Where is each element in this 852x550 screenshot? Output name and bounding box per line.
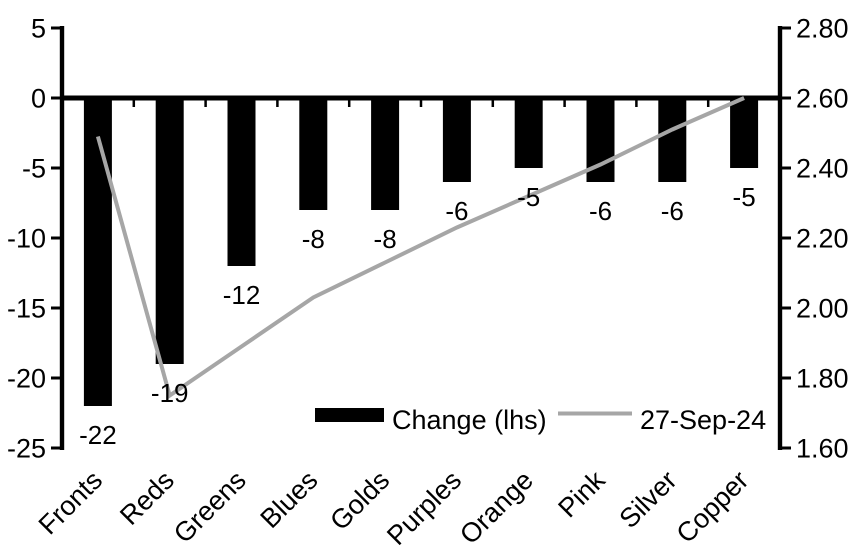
bar-data-label: -12 (223, 280, 261, 310)
right-axis-tick (780, 446, 791, 450)
left-axis-tick (51, 26, 62, 30)
category-label: Fronts (33, 465, 108, 540)
left-tick-label: -10 (7, 224, 46, 254)
x-axis-tick (419, 98, 423, 107)
bar-data-label: -5 (733, 182, 756, 212)
category-label: Orange (454, 465, 539, 550)
left-axis-tick (51, 236, 62, 240)
right-axis-tick (780, 26, 791, 30)
left-tick-label: -15 (7, 294, 46, 324)
category-label: Blues (255, 465, 324, 534)
x-axis-tick (204, 98, 207, 107)
left-axis-tick (51, 446, 62, 450)
right-axis-tick (780, 96, 791, 100)
bar (299, 98, 328, 210)
category-label: Greens (168, 465, 252, 549)
right-axis-tick (780, 376, 791, 380)
bar (155, 98, 184, 364)
right-tick-label: 1.80 (796, 364, 849, 394)
bar (514, 98, 543, 168)
legend-swatch-line (558, 411, 632, 416)
x-axis-tick (706, 98, 710, 107)
x-axis-tick (276, 98, 279, 107)
left-axis-tick (51, 166, 62, 170)
bar (658, 98, 687, 182)
bar-data-label: -5 (517, 182, 540, 212)
bar-data-label: -22 (79, 420, 117, 450)
bar (83, 98, 112, 406)
right-axis-tick (780, 236, 791, 240)
left-tick-label: 5 (31, 14, 46, 44)
line-series (95, 96, 745, 399)
category-label: Silver (614, 465, 683, 534)
right-tick-label: 2.80 (796, 14, 849, 44)
bar (227, 98, 256, 266)
category-label: Purples (381, 465, 467, 550)
category-label: Copper (671, 465, 755, 549)
bar-data-label: -19 (151, 378, 189, 408)
right-tick-label: 2.20 (796, 224, 849, 254)
left-tick-label: -20 (7, 364, 46, 394)
left-axis-tick (51, 96, 62, 100)
bar-data-label: -6 (445, 196, 468, 226)
left-axis-tick (51, 306, 62, 310)
category-label: Reds (114, 465, 180, 531)
right-tick-label: 2.00 (796, 294, 849, 324)
bar (442, 98, 471, 182)
right-tick-label: 1.60 (796, 434, 849, 464)
bar-data-label: -6 (661, 196, 684, 226)
bar (730, 98, 759, 168)
bar-data-label: -8 (302, 224, 325, 254)
right-axis-tick (780, 306, 791, 310)
x-axis-tick (563, 98, 566, 107)
bar-data-label: -6 (589, 196, 612, 226)
left-tick-label: -25 (7, 434, 46, 464)
legend-swatch-bar (315, 408, 384, 422)
x-axis-tick (491, 98, 495, 107)
category-label: Pink (552, 465, 611, 524)
x-axis-tick (132, 98, 136, 107)
bar-data-label: -8 (374, 224, 397, 254)
left-tick-label: 0 (31, 84, 46, 114)
x-axis-tick (347, 98, 351, 107)
x-axis-tick (635, 98, 638, 107)
right-axis-tick (780, 166, 791, 170)
left-tick-label: -5 (22, 154, 46, 184)
right-tick-label: 2.60 (796, 84, 849, 114)
legend-label: 27-Sep-24 (640, 405, 766, 435)
right-tick-label: 2.40 (796, 154, 849, 184)
bar (371, 98, 400, 210)
left-axis-tick (51, 376, 62, 380)
legend-label: Change (lhs) (392, 405, 547, 435)
